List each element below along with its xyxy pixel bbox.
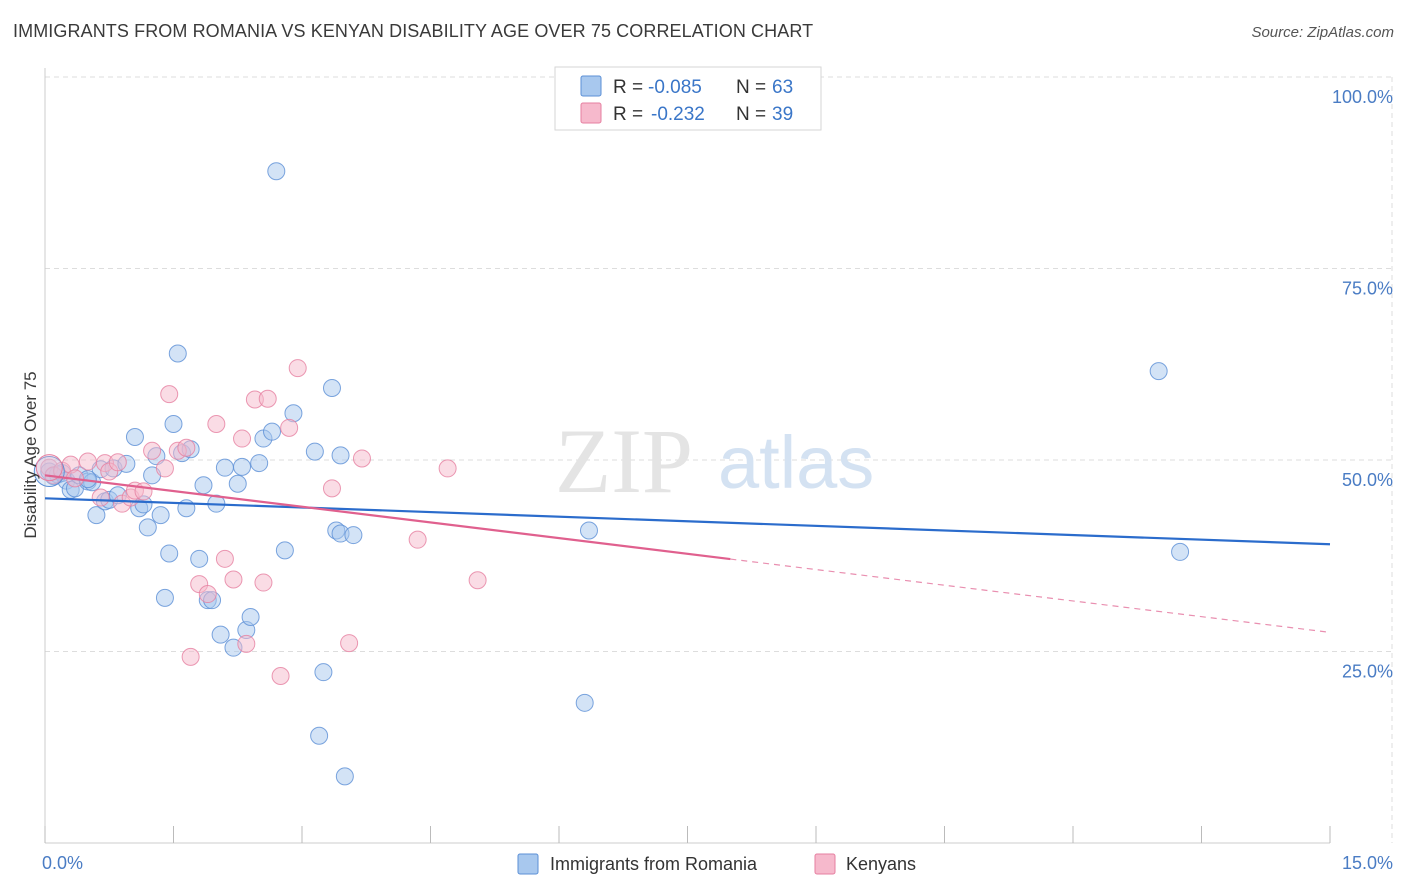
point-romania-57 xyxy=(344,526,363,545)
point-romania-46 xyxy=(267,162,286,181)
source-label: Source: ZipAtlas.com xyxy=(1251,24,1394,41)
point-kenyans-6 xyxy=(91,488,110,507)
point-romania-37 xyxy=(215,458,234,477)
point-kenyans-22 xyxy=(207,414,226,433)
bottom-legend-label-kenyans: Kenyans xyxy=(846,854,916,874)
point-romania-55 xyxy=(335,767,354,786)
point-romania-47 xyxy=(275,541,294,560)
point-romania-17 xyxy=(125,428,144,447)
trend-line-romania xyxy=(44,497,1331,546)
chart-title: IMMIGRANTS FROM ROMANIA VS KENYAN DISABI… xyxy=(13,21,814,41)
point-kenyans-24 xyxy=(224,570,243,589)
bottom-legend: Immigrants from Romania Kenyans xyxy=(517,853,916,875)
watermark-zip: ZIP xyxy=(555,410,693,512)
point-romania-36 xyxy=(211,625,230,644)
legend-swatch-kenyans xyxy=(580,102,602,124)
x-tick-label-1: 15.0% xyxy=(1342,853,1393,873)
gridlines xyxy=(45,76,1393,843)
point-kenyans-33 xyxy=(322,479,341,498)
point-cluster-kenyans xyxy=(35,454,63,482)
point-romania-50 xyxy=(310,726,329,745)
point-kenyans-26 xyxy=(237,634,256,653)
point-romania-27 xyxy=(168,344,187,363)
bottom-legend-label-romania: Immigrants from Romania xyxy=(550,854,758,874)
point-kenyans-5 xyxy=(78,452,97,471)
point-kenyans-32 xyxy=(288,359,307,378)
point-kenyans-25 xyxy=(233,429,252,448)
point-romania-10 xyxy=(87,506,106,525)
y-tick-label-0: 25.0% xyxy=(1342,662,1393,682)
point-romania-23 xyxy=(151,506,170,525)
tick-labels: 25.0% 50.0% 75.0% 100.0% 0.0% 15.0% xyxy=(42,87,1393,873)
legend-swatch-romania xyxy=(580,75,602,97)
trend-line-kenyans xyxy=(44,474,731,561)
point-romania-61 xyxy=(1171,542,1190,561)
point-romania-24 xyxy=(155,588,174,607)
point-romania-39 xyxy=(228,474,247,493)
point-romania-25 xyxy=(160,544,179,563)
bottom-legend-swatch-romania xyxy=(517,853,539,875)
legend-n-label-1: N = xyxy=(736,77,766,98)
y-tick-label-1: 50.0% xyxy=(1342,470,1393,490)
point-romania-60 xyxy=(1149,362,1168,381)
point-romania-52 xyxy=(322,378,341,397)
point-kenyans-36 xyxy=(408,530,427,549)
watermark: ZIP atlas xyxy=(555,410,874,512)
y-tick-label-3: 100.0% xyxy=(1332,87,1393,107)
legend-r-value-2: -0.232 xyxy=(651,104,705,125)
point-kenyans-9 xyxy=(108,453,127,472)
series-points xyxy=(33,162,1190,786)
trend-line-kenyans-extension xyxy=(730,558,1331,633)
point-romania-49 xyxy=(305,442,324,461)
point-kenyans-29 xyxy=(258,389,277,408)
point-romania-51 xyxy=(314,663,333,682)
point-kenyans-34 xyxy=(340,634,359,653)
y-tick-label-2: 75.0% xyxy=(1342,279,1393,299)
x-tick-label-0: 0.0% xyxy=(42,853,83,873)
point-kenyans-30 xyxy=(271,667,290,686)
point-romania-42 xyxy=(241,608,260,627)
point-kenyans-16 xyxy=(160,385,179,404)
legend-n-value-1: 63 xyxy=(772,77,793,98)
point-romania-26 xyxy=(164,414,183,433)
point-romania-45 xyxy=(263,422,282,441)
legend: R = -0.085 N = 63 R = -0.232 N = 39 xyxy=(554,66,822,131)
trend-lines xyxy=(44,474,1331,633)
point-kenyans-14 xyxy=(143,441,162,460)
legend-n-label-2: N = xyxy=(736,104,766,125)
point-romania-43 xyxy=(250,454,269,473)
point-kenyans-15 xyxy=(155,459,174,478)
point-kenyans-21 xyxy=(198,585,217,604)
legend-n-value-2: 39 xyxy=(772,104,793,125)
point-romania-32 xyxy=(194,476,213,495)
point-cluster-romania xyxy=(33,455,65,487)
point-kenyans-37 xyxy=(438,459,457,478)
point-romania-20 xyxy=(138,518,157,537)
watermark-atlas: atlas xyxy=(718,421,874,504)
point-romania-40 xyxy=(233,457,252,476)
legend-r-label-1: R = xyxy=(613,77,643,98)
point-kenyans-13 xyxy=(134,482,153,501)
point-kenyans-31 xyxy=(280,418,299,437)
point-kenyans-28 xyxy=(254,573,273,592)
point-romania-58 xyxy=(575,693,594,712)
point-romania-59 xyxy=(579,521,598,540)
point-romania-56 xyxy=(331,446,350,465)
point-kenyans-23 xyxy=(215,549,234,568)
point-kenyans-35 xyxy=(352,449,371,468)
y-axis-title: Disability Age Over 75 xyxy=(21,371,40,538)
legend-r-label-2: R = xyxy=(613,104,643,125)
point-kenyans-18 xyxy=(177,438,196,457)
bottom-legend-swatch-kenyans xyxy=(814,853,836,875)
legend-r-value-1: -0.085 xyxy=(648,77,702,98)
point-romania-31 xyxy=(190,549,209,568)
point-kenyans-19 xyxy=(181,647,200,666)
point-kenyans-38 xyxy=(468,571,487,590)
